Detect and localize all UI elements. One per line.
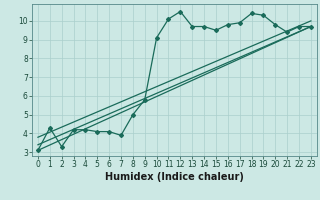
X-axis label: Humidex (Indice chaleur): Humidex (Indice chaleur) bbox=[105, 172, 244, 182]
